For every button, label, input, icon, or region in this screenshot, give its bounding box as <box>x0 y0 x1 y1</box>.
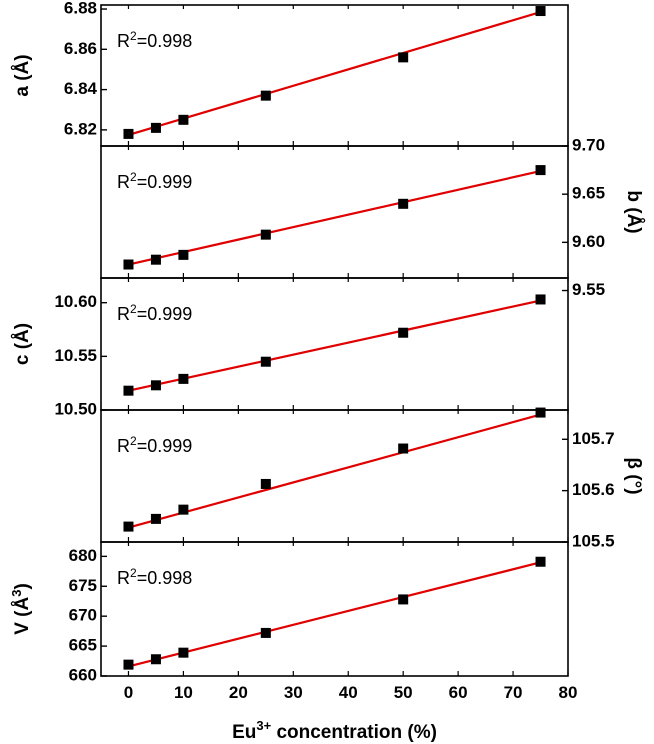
data-point-a <box>123 128 134 139</box>
data-point-b <box>398 198 409 209</box>
y-tick-label-a: 6.88 <box>64 0 97 18</box>
x-tick-label: 50 <box>394 683 413 702</box>
data-point-c <box>123 385 134 396</box>
data-point-V <box>398 594 409 605</box>
x-tick-label: 70 <box>504 683 523 702</box>
y-tick-label-beta: 105.6 <box>572 480 615 499</box>
data-point-V <box>178 647 189 658</box>
y-tick-label-V: 660 <box>69 665 97 684</box>
y-tick-label-V: 675 <box>69 576 97 595</box>
data-point-c <box>398 327 409 338</box>
y-tick-label-a: 6.84 <box>64 79 98 98</box>
data-point-a <box>398 52 409 63</box>
y-tick-label-b: 9.65 <box>572 184 605 203</box>
panel-frame-a <box>100 4 569 147</box>
r-squared-c: R2=0.999 <box>117 302 192 324</box>
y-tick-label-c: 10.50 <box>54 399 97 418</box>
data-point-beta <box>150 513 161 524</box>
y-tick-label-b: 9.60 <box>572 232 605 251</box>
fit-line-V <box>128 561 541 668</box>
y-axis-title-V: V (Å3) <box>9 583 33 635</box>
data-point-b <box>178 249 189 260</box>
y-axis-title-c: c (Å) <box>12 323 33 365</box>
r-squared-a: R2=0.998 <box>117 29 192 51</box>
data-point-b <box>123 259 134 270</box>
y-tick-label-beta: 105.7 <box>572 429 615 448</box>
y-tick-label-beta: 105.5 <box>572 531 615 550</box>
x-tick-label: 0 <box>124 683 133 702</box>
r-squared-V: R2=0.998 <box>117 566 192 588</box>
x-tick-label: 30 <box>284 683 303 702</box>
data-point-beta <box>178 504 189 515</box>
r-squared-b: R2=0.999 <box>117 170 192 192</box>
data-point-b <box>535 165 546 176</box>
data-point-b <box>260 229 271 240</box>
data-point-c <box>178 373 189 384</box>
panel-frame-beta <box>100 409 569 543</box>
fit-line-c <box>128 299 541 392</box>
panel-frame-c <box>100 277 569 411</box>
data-point-a <box>150 122 161 133</box>
y-tick-label-V: 680 <box>69 546 97 565</box>
y-axis-title-a: a (Å) <box>12 54 33 96</box>
y-tick-label-c: 10.60 <box>54 292 97 311</box>
data-point-beta <box>398 443 409 454</box>
fit-line-b <box>128 169 541 266</box>
data-point-c <box>260 356 271 367</box>
x-tick-label: 80 <box>559 683 578 702</box>
y-tick-label-V: 670 <box>69 606 97 625</box>
data-point-a <box>260 90 271 101</box>
data-point-beta <box>123 521 134 532</box>
y-tick-label-b: 9.55 <box>572 280 605 299</box>
data-point-c <box>150 380 161 391</box>
panel-frame-b <box>100 145 569 279</box>
x-tick-label: 10 <box>174 683 193 702</box>
data-point-a <box>535 6 546 17</box>
y-tick-label-b: 9.70 <box>572 135 605 154</box>
data-point-V <box>535 556 546 567</box>
y-axis-title-b: b (Å) <box>623 190 644 233</box>
data-point-V <box>123 659 134 670</box>
data-point-beta <box>260 478 271 489</box>
data-point-a <box>178 114 189 125</box>
y-tick-label-c: 10.55 <box>54 346 97 365</box>
x-axis-title: Eu3+ concentration (%) <box>232 718 437 743</box>
data-point-c <box>535 294 546 305</box>
fit-line-beta <box>128 413 541 529</box>
x-tick-label: 40 <box>339 683 358 702</box>
r-squared-beta: R2=0.999 <box>117 434 192 456</box>
y-tick-label-a: 6.86 <box>64 39 97 58</box>
x-tick-label: 20 <box>229 683 248 702</box>
y-tick-label-V: 665 <box>69 636 97 655</box>
data-point-b <box>150 254 161 265</box>
fit-line-a <box>128 10 541 136</box>
y-axis-title-beta: β (°) <box>623 457 644 494</box>
panel-frame-V <box>100 541 569 677</box>
data-point-beta <box>535 407 546 418</box>
data-point-V <box>260 627 271 638</box>
x-tick-label: 60 <box>449 683 468 702</box>
y-tick-label-a: 6.82 <box>64 119 97 138</box>
data-point-V <box>150 654 161 665</box>
